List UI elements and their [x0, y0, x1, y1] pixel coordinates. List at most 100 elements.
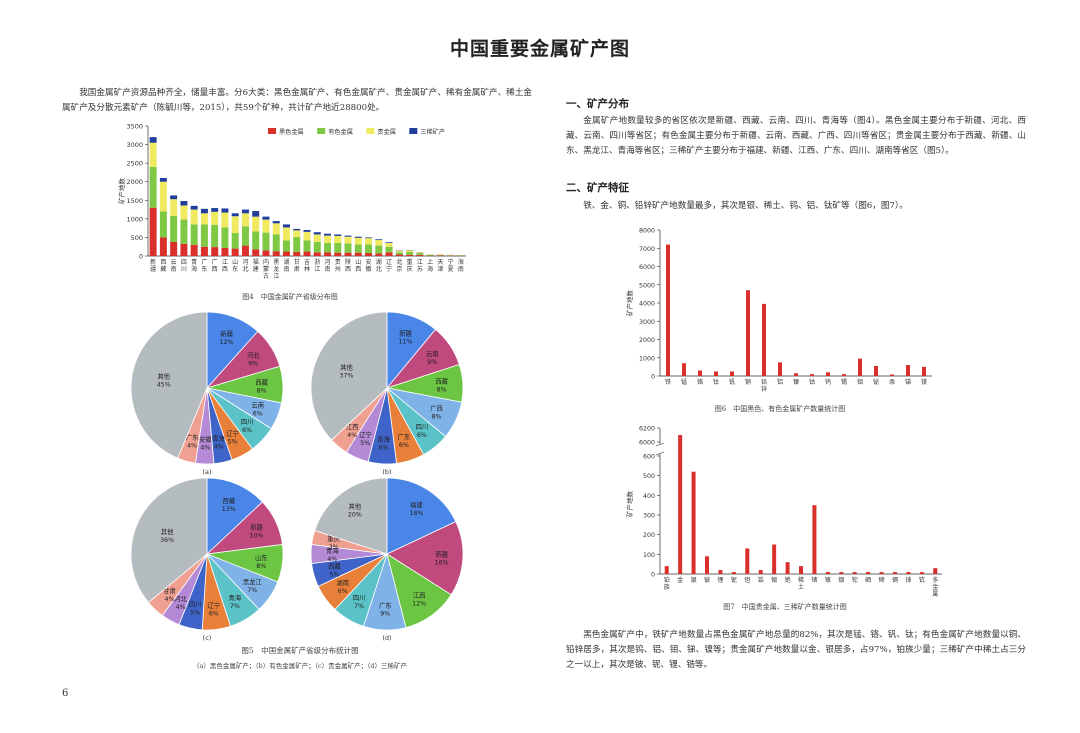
bar-segment [385, 242, 393, 243]
fig5b-pie: 新疆11%云南9%西藏8%广西8%四川6%广东6%青海6%辽宁5%江西4%其他3… [310, 311, 464, 476]
x-tick-label: 山东 [232, 258, 238, 273]
bar [906, 572, 911, 574]
axis-break-mark [655, 451, 665, 456]
bar [731, 572, 736, 574]
bar [730, 371, 734, 376]
x-tick-label: 锑 [905, 378, 911, 386]
pie-slice-name: 广东 [398, 432, 411, 441]
bar-segment [159, 211, 167, 238]
legend-swatch [268, 128, 276, 134]
y-tick-label: 2500 [126, 160, 143, 168]
bar-segment [282, 251, 290, 256]
bar [714, 371, 718, 376]
pie-slice-name: 四川 [416, 423, 429, 431]
y-tick-label: 0 [139, 253, 143, 261]
bar-segment [190, 205, 198, 210]
x-tick-label: 硒 [865, 577, 871, 584]
x-tick-label: 钴 [809, 378, 815, 386]
bar-segment [293, 251, 301, 256]
x-tick-label: 铜 [745, 378, 751, 386]
y-tick-label: 2000 [126, 178, 143, 186]
bar-segment [406, 254, 414, 256]
pie-slice-name: 甘肃 [163, 586, 176, 595]
bar-segment [180, 201, 188, 206]
section-heading-features: 二、矿产特征 [566, 182, 629, 194]
bar-segment [180, 243, 188, 256]
section-heading-distribution: 一、矿产分布 [566, 98, 629, 110]
pie-slice-value: 10% [250, 533, 264, 540]
bar-segment [395, 254, 403, 256]
bar-segment [200, 208, 208, 214]
pie-slice-name: 青海 [326, 546, 339, 555]
bar-segment [375, 253, 383, 256]
bar-segment [313, 241, 321, 253]
pie-slice-value: 4% [214, 443, 224, 450]
bar [893, 572, 897, 574]
bar [874, 365, 878, 376]
bar [794, 373, 798, 376]
y-tick-label: 2000 [639, 337, 655, 344]
bar-segment [385, 252, 393, 256]
x-tick-label: 铯 [785, 576, 791, 584]
fig5-subcaption: （a）黑色金属矿产；（b）有色金属矿产；（c）贵金属矿产；（d）三稀矿产 [192, 662, 408, 670]
x-tick-label: 铷 [771, 576, 777, 584]
x-tick-label: 铂族 [664, 576, 670, 591]
y-tick-label: 4000 [639, 301, 655, 308]
bar-segment [365, 237, 373, 239]
bar-segment [406, 250, 414, 252]
x-tick-label: 内蒙古 [263, 258, 269, 280]
x-tick-label: 河南 [325, 258, 331, 273]
pie-slice-value: 4% [187, 443, 197, 450]
fig5a-pie: 新疆12%河北9%西藏8%云南6%四川6%辽宁5%青海4%安徽4%广东4%其他4… [130, 311, 284, 476]
pie-slice-name: 云南 [426, 349, 439, 358]
legend-entry: 黑色金属 [279, 128, 304, 136]
x-tick-label: 铊 [852, 576, 858, 584]
y-tick-label: 200 [643, 532, 655, 539]
bar [718, 570, 723, 574]
pie-slice-name: 山东 [255, 553, 268, 562]
x-tick-label: 陕西 [345, 258, 351, 273]
x-tick-label: 重庆 [407, 258, 413, 273]
bar-segment [416, 252, 424, 254]
pie-slice-name: 西藏 [435, 377, 448, 386]
pie-slice-name: 四川 [241, 418, 254, 426]
bar-segment [262, 232, 270, 251]
intro-paragraph: 我国金属矿产资源品种齐全，储量丰富。分6大类：黑色金属矿产、有色金属矿产、贵金属… [62, 88, 532, 113]
bar-segment [221, 208, 229, 213]
fig5-caption: 图5 中国金属矿产省级分布统计图 [241, 646, 359, 655]
pie-slice-name: 青海 [377, 435, 390, 444]
pie-slice-value: 12% [220, 339, 234, 346]
x-tick-label: 金 [677, 576, 683, 584]
bar [825, 572, 830, 574]
pie-slice-value: 5% [360, 440, 370, 447]
x-tick-label: 铌 [731, 576, 737, 584]
bar-segment [385, 243, 393, 247]
features-paragraph: 铁、金、铜、铅锌矿产地数量最多，其次是银、稀土、钨、铝、钛矿等（图6，图7）。 [583, 201, 908, 211]
y-tick-label: 6000 [639, 264, 655, 271]
bar-segment [334, 234, 342, 236]
bar-segment [149, 207, 157, 256]
x-tick-label: 钒 [729, 378, 735, 386]
pie-slice-name: 青海 [229, 593, 242, 602]
bar-segment [170, 241, 178, 256]
bar [826, 372, 830, 376]
bar-segment [262, 216, 270, 220]
y-tick-label: 0 [651, 374, 655, 381]
pie-slice-value: 8% [437, 387, 447, 394]
bar-segment [375, 239, 383, 241]
x-tick-label: 宁夏 [448, 258, 454, 273]
bar-segment [170, 215, 178, 242]
fig5c-pie: 西藏13%新疆10%山东8%黑龙江7%青海7%辽宁6%四川5%河北4%甘肃4%其… [130, 477, 284, 642]
y-tick-label: 500 [643, 473, 655, 480]
pie-slice-value: 3% [329, 544, 339, 551]
bar [691, 471, 696, 574]
x-tick-label: 铋 [873, 378, 879, 386]
x-tick-label: 新疆 [150, 258, 156, 273]
pie-slice-name: 其他 [157, 371, 170, 380]
bar [890, 374, 894, 376]
pie-slice-value: 6% [417, 432, 427, 439]
bar-segment [303, 230, 311, 232]
x-tick-label: 锡 [841, 378, 847, 386]
